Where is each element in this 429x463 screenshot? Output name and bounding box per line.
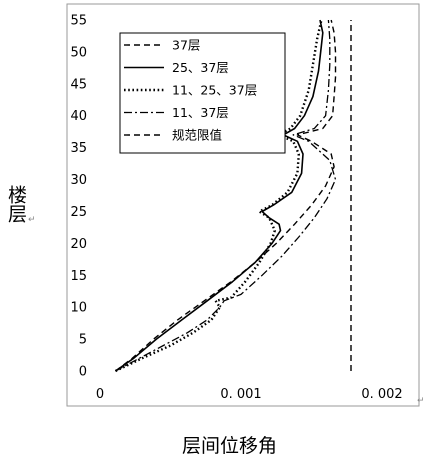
series-layer [114, 19, 352, 373]
legend-label-1: 37层 [172, 38, 200, 53]
y-tick-label: 0 [79, 365, 87, 380]
y-tick-label: 5 [79, 333, 87, 348]
legend-label-4: 11、37层 [172, 105, 229, 120]
y-tick-label: 20 [70, 237, 87, 252]
series-line-3 [114, 19, 323, 373]
y-tick-label: 15 [70, 269, 87, 284]
stray-return-mark: ↵ [28, 215, 36, 225]
y-tick-label: 10 [70, 301, 87, 316]
stray-return-mark: ↵ [417, 396, 425, 406]
legend-label-3: 11、25、37层 [172, 83, 257, 98]
series-line-1 [115, 19, 337, 372]
y-tick-label: 35 [70, 141, 87, 156]
y-tick-label: 30 [70, 173, 87, 188]
y-tick-label: 55 [70, 14, 87, 29]
x-axis-label: 层间位移角 [182, 435, 277, 457]
y-axis-ticks: 0 5 10 15 20 25 30 35 40 45 50 55 [70, 14, 87, 380]
legend-box [119, 32, 286, 154]
series-line-4 [115, 19, 337, 372]
y-tick-label: 45 [70, 77, 87, 92]
x-tick-label: 0. 002 [361, 387, 402, 402]
x-tick-label: 0. 001 [220, 387, 261, 402]
legend-label-2: 25、37层 [172, 60, 229, 75]
y-tick-label: 50 [70, 45, 87, 60]
x-axis-ticks: 0 0. 001 0. 002 [96, 387, 403, 402]
y-tick-label: 40 [70, 109, 87, 124]
legend-label-5: 规范限值 [172, 128, 222, 143]
x-tick-label: 0 [96, 387, 104, 402]
y-axis-label: 楼层 [5, 185, 27, 223]
y-tick-label: 25 [70, 205, 87, 220]
